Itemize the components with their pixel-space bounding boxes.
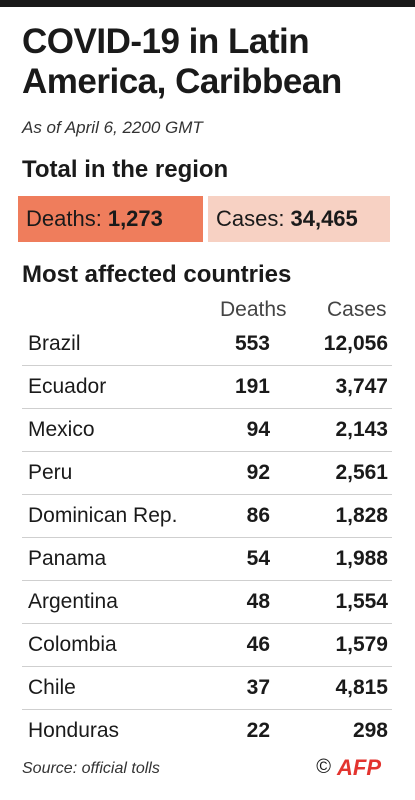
country-deaths: 22 bbox=[246, 719, 270, 742]
country-name: Dominican Rep. bbox=[28, 504, 178, 527]
table-row: Honduras 22 298 bbox=[22, 710, 392, 752]
country-cases: 298 bbox=[352, 719, 388, 742]
top-rule bbox=[0, 0, 415, 7]
region-cases-label: Cases: bbox=[216, 206, 285, 231]
country-cases: 1,828 bbox=[335, 504, 388, 527]
region-cases-value: 34,465 bbox=[290, 206, 358, 231]
country-cases: 1,988 bbox=[335, 547, 388, 570]
date-subtitle: As of April 6, 2200 GMT bbox=[22, 118, 203, 137]
country-cases: 2,143 bbox=[335, 418, 388, 441]
country-deaths: 46 bbox=[246, 633, 270, 656]
region-deaths-box: Deaths: 1,273 bbox=[18, 196, 203, 242]
country-cases: 1,579 bbox=[335, 633, 388, 656]
table-row: Ecuador 191 3,747 bbox=[22, 366, 392, 409]
countries-table: Brazil 553 12,056 Ecuador 191 3,747 Mexico 94 2,… bbox=[22, 323, 392, 752]
table-row: Colombia 46 1,579 bbox=[22, 624, 392, 667]
country-name: Chile bbox=[28, 676, 76, 699]
country-deaths: 191 bbox=[234, 375, 270, 398]
table-row: Argentina 48 1,554 bbox=[22, 581, 392, 624]
country-name: Peru bbox=[28, 461, 73, 484]
svg-text:AFP: AFP bbox=[336, 755, 381, 780]
country-deaths: 48 bbox=[246, 590, 270, 613]
country-deaths: 86 bbox=[246, 504, 270, 527]
region-cases-box: Cases: 34,465 bbox=[208, 196, 390, 242]
country-cases: 12,056 bbox=[323, 332, 388, 355]
page-title: COVID-19 in Latin America, Caribbean bbox=[22, 22, 342, 101]
country-name: Honduras bbox=[28, 719, 120, 742]
country-name: Brazil bbox=[28, 332, 81, 355]
region-deaths-value: 1,273 bbox=[107, 206, 163, 231]
country-cases: 1,554 bbox=[335, 590, 388, 613]
table-row: Mexico 94 2,143 bbox=[22, 409, 392, 452]
countries-heading: Most affected countries bbox=[22, 261, 292, 288]
country-cases: 2,561 bbox=[335, 461, 388, 484]
source-note: Source: official tolls bbox=[22, 760, 160, 777]
country-deaths: 94 bbox=[246, 418, 270, 441]
table-row: Dominican Rep. 86 1,828 bbox=[22, 495, 392, 538]
country-deaths: 54 bbox=[246, 547, 270, 570]
column-header-deaths: Deaths bbox=[220, 298, 287, 321]
table-row: Chile 37 4,815 bbox=[22, 667, 392, 710]
country-deaths: 92 bbox=[246, 461, 270, 484]
region-heading: Total in the region bbox=[22, 156, 229, 183]
table-row: Peru 92 2,561 bbox=[22, 452, 392, 495]
region-deaths-label: Deaths: bbox=[26, 206, 102, 231]
country-name: Colombia bbox=[28, 633, 117, 656]
country-cases: 3,747 bbox=[335, 375, 388, 398]
country-name: Panama bbox=[28, 547, 107, 570]
copyright-symbol: © bbox=[316, 755, 331, 778]
table-row: Panama 54 1,988 bbox=[22, 538, 392, 581]
country-name: Argentina bbox=[28, 590, 118, 613]
country-cases: 4,815 bbox=[335, 676, 388, 699]
column-header-cases: Cases bbox=[327, 298, 387, 321]
country-deaths: 553 bbox=[234, 332, 270, 355]
afp-logo-icon: AFP bbox=[336, 755, 381, 780]
country-deaths: 37 bbox=[246, 676, 270, 699]
country-name: Ecuador bbox=[28, 375, 107, 398]
credit: © AFP bbox=[316, 754, 393, 780]
table-row: Brazil 553 12,056 bbox=[22, 323, 392, 366]
country-name: Mexico bbox=[28, 418, 95, 441]
